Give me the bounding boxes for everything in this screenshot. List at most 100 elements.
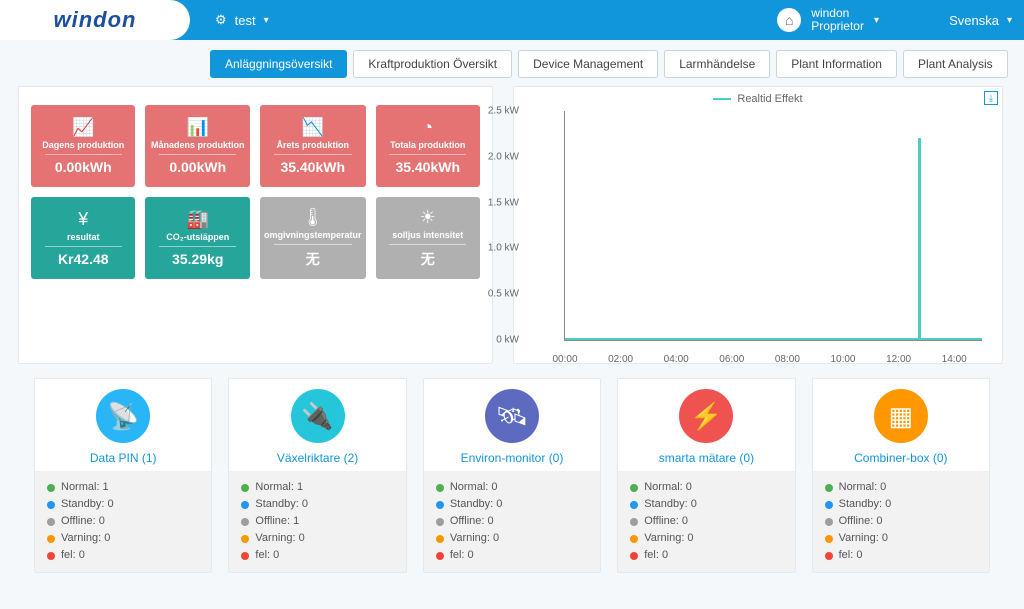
stat-normal: Normal: 1 (47, 479, 199, 496)
device-title[interactable]: Data PIN (1) (90, 451, 157, 465)
kpi-label: Totala produktion (390, 140, 465, 150)
chevron-down-icon: ▾ (264, 15, 269, 26)
stat-normal: Normal: 1 (241, 479, 393, 496)
device-title[interactable]: Växelriktare (2) (277, 451, 358, 465)
stat-standby: Standby: 0 (825, 496, 977, 513)
stat-fault: fel: 0 (630, 547, 782, 564)
kpi-label: resultat (67, 232, 100, 242)
kpi-label: Dagens produktion (42, 140, 124, 150)
y-tick-label: 1.0 kW (488, 243, 519, 254)
kpi-card: 📊 Månadens produktion 0.00kWh (145, 105, 250, 187)
kpi-card: 🏭CO₂-utsläppen35.29kg (145, 197, 250, 279)
stat-normal: Normal: 0 (436, 479, 588, 496)
stat-offline: Offline: 1 (241, 513, 393, 530)
tab-device-management[interactable]: Device Management (518, 50, 658, 78)
language-label: Svenska (949, 13, 999, 28)
kpi-value: 0.00kWh (169, 159, 226, 175)
chevron-down-icon: ▾ (1007, 15, 1012, 26)
device-stats: Normal: 1Standby: 0Offline: 0Varning: 0f… (35, 471, 211, 572)
kpi-card: 📉Årets produktion35.40kWh (260, 105, 366, 187)
legend-swatch (713, 98, 731, 100)
stat-fault: fel: 0 (241, 547, 393, 564)
device-top: 📡 Data PIN (1) (35, 379, 211, 471)
x-tick-label: 10:00 (830, 354, 855, 365)
kpi-value: Kr42.48 (58, 251, 109, 267)
device-title[interactable]: Environ-monitor (0) (461, 451, 564, 465)
kpi-label: omgivningstemperatur (264, 230, 362, 240)
device-card: 📡 Data PIN (1) Normal: 1Standby: 0Offline:… (34, 378, 212, 573)
kpi-label: solljus intensitet (392, 230, 463, 240)
kpi-icon: ¥ (78, 209, 88, 230)
stat-fault: fel: 0 (47, 547, 199, 564)
stat-standby: Standby: 0 (630, 496, 782, 513)
tab-kraftproduktion-översikt[interactable]: Kraftproduktion Översikt (353, 50, 512, 78)
device-icon: 🛰 (485, 389, 539, 443)
kpi-label: Månadens produktion (151, 140, 245, 150)
x-tick-label: 00:00 (552, 354, 577, 365)
logo-container: windon (0, 0, 190, 40)
kpi-icon: 📉 (302, 117, 324, 138)
stat-warning: Varning: 0 (436, 530, 588, 547)
chart-export-icon[interactable]: ⤓ (984, 91, 998, 105)
device-stats: Normal: 0Standby: 0Offline: 0Varning: 0f… (813, 471, 989, 572)
language-selector[interactable]: Svenska ▾ (949, 13, 1012, 28)
stat-warning: Varning: 0 (630, 530, 782, 547)
stat-offline: Offline: 0 (436, 513, 588, 530)
kpi-icon: ◔ (422, 117, 433, 138)
y-tick-label: 2.0 kW (488, 151, 519, 162)
kpi-icon: 🏭 (187, 209, 209, 230)
kpi-card: 📈Dagens produktion0.00kWh (31, 105, 135, 187)
kpi-icon: 📈 (72, 117, 94, 138)
logo: windon (54, 7, 137, 33)
site-selector[interactable]: ⚙ test ▾ (215, 12, 269, 28)
kpi-value: 无 (306, 249, 320, 269)
tab-plant-analysis[interactable]: Plant Analysis (903, 50, 1008, 78)
stat-offline: Offline: 0 (825, 513, 977, 530)
kpi-icon: ☀ (420, 207, 436, 228)
device-card: 🔌Växelriktare (2)Normal: 1Standby: 0Offl… (228, 378, 406, 573)
x-tick-label: 08:00 (775, 354, 800, 365)
device-card: ▦Combiner-box (0)Normal: 0Standby: 0Offl… (812, 378, 990, 573)
stat-standby: Standby: 0 (241, 496, 393, 513)
chart-area: 0 kW0.5 kW1.0 kW1.5 kW2.0 kW2.5 kW 00:00… (564, 111, 982, 341)
device-icon: ⚡ (679, 389, 733, 443)
stat-fault: fel: 0 (825, 547, 977, 564)
device-stats: Normal: 1Standby: 0Offline: 1Varning: 0f… (229, 471, 405, 572)
tab-larmhändelse[interactable]: Larmhändelse (664, 50, 770, 78)
avatar-icon: ⌂ (777, 8, 801, 32)
kpi-value: 35.40kWh (395, 159, 460, 175)
device-stats: Normal: 0Standby: 0Offline: 0Varning: 0f… (424, 471, 600, 572)
stat-normal: Normal: 0 (630, 479, 782, 496)
device-stats: Normal: 0Standby: 0Offline: 0Varning: 0f… (618, 471, 794, 572)
chart-panel: ⤓ Realtid Effekt 0 kW0.5 kW1.0 kW1.5 kW2… (513, 86, 1003, 364)
kpi-card: ¥ resultat Kr42.48 (31, 197, 135, 279)
main-row: 📈 Dagens produktion 0.00kWh 📊 Månadens produ… (0, 86, 1024, 364)
chevron-down-icon: ▾ (874, 15, 879, 26)
kpi-label: CO₂-utsläppen (166, 232, 229, 242)
stat-standby: Standby: 0 (47, 496, 199, 513)
device-title[interactable]: Combiner-box (0) (854, 451, 947, 465)
kpi-value: 无 (421, 249, 435, 269)
kpi-card: 🌡omgivningstemperatur无 (260, 197, 366, 279)
stat-warning: Varning: 0 (241, 530, 393, 547)
stat-warning: Varning: 0 (825, 530, 977, 547)
nav-tabs: AnläggningsöversiktKraftproduktion Övers… (0, 40, 1024, 86)
tab-anläggningsöversikt[interactable]: Anläggningsöversikt (210, 50, 347, 78)
x-tick-label: 04:00 (664, 354, 689, 365)
stat-fault: fel: 0 (436, 547, 588, 564)
device-icon: 📡 (96, 389, 150, 443)
stat-standby: Standby: 0 (436, 496, 588, 513)
stat-offline: Offline: 0 (47, 513, 199, 530)
user-menu[interactable]: ⌂ windon Proprietor ▾ (777, 7, 879, 33)
device-card: ⚡ smarta mätare (0) Normal: 0Standby: 0Off… (617, 378, 795, 573)
user-role: Proprietor (811, 20, 864, 33)
chart-legend: Realtid Effekt (524, 93, 992, 105)
device-top: ⚡ smarta mätare (0) (618, 379, 794, 471)
device-title[interactable]: smarta mätare (0) (659, 451, 754, 465)
stat-offline: Offline: 0 (630, 513, 782, 530)
kpi-icon: 📊 (187, 117, 209, 138)
kpi-value: 35.40kWh (280, 159, 345, 175)
tab-plant-information[interactable]: Plant Information (776, 50, 897, 78)
kpi-card: ◔ Totala produktion 35.40kWh (376, 105, 480, 187)
stat-warning: Varning: 0 (47, 530, 199, 547)
